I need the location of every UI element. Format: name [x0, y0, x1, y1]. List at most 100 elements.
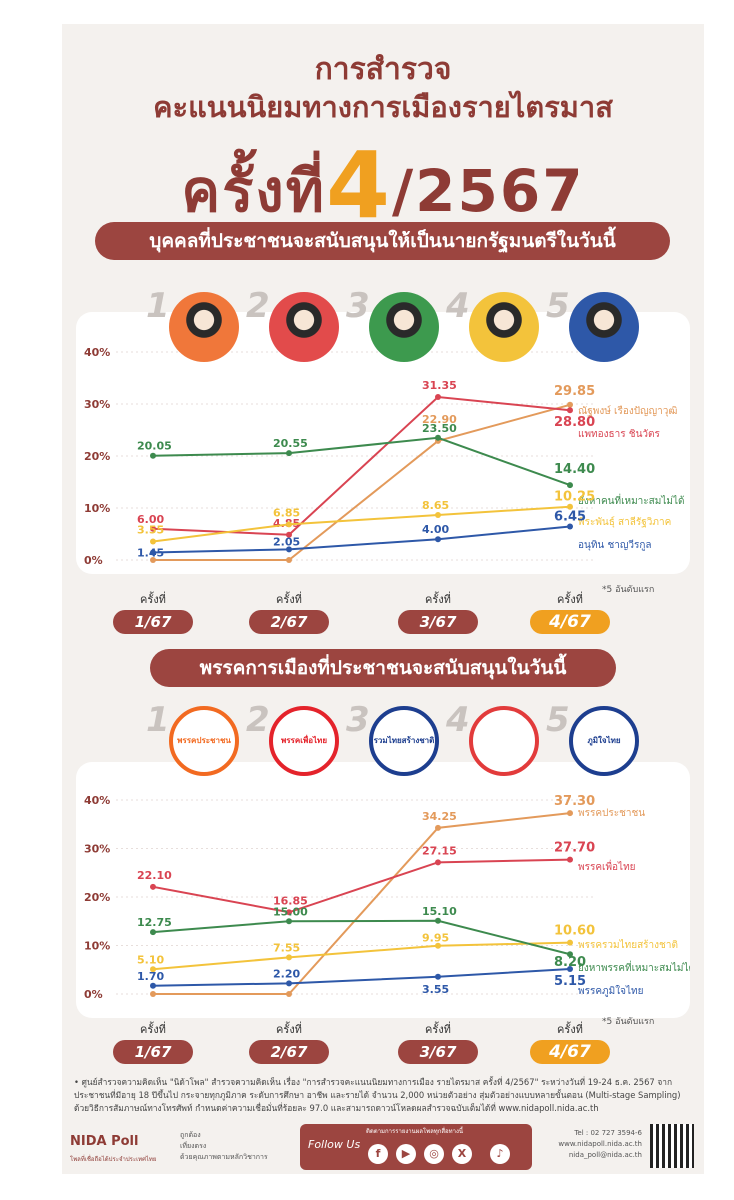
data-point: [150, 452, 156, 459]
party-logo: ภูมิใจไทย: [569, 706, 639, 776]
data-label: 6.85: [273, 506, 300, 519]
data-point: [435, 393, 441, 400]
round-label-pill: 4/67: [530, 610, 610, 634]
series-line: [152, 505, 571, 543]
y-tick-label: 30%: [84, 843, 110, 856]
round-suffix: /2567: [391, 157, 585, 225]
youtube-icon[interactable]: ▶: [396, 1144, 416, 1164]
data-label: 9.95: [422, 932, 449, 945]
data-label: 3.55: [422, 983, 449, 996]
data-point: [567, 810, 573, 817]
party-logo-label: รวมไทยสร้างชาติ: [373, 736, 435, 745]
round-label-prefix: ครั้งที่: [425, 1023, 451, 1036]
round-label-pill: 3/67: [398, 1040, 478, 1064]
qr-code: [650, 1124, 694, 1168]
data-point: [286, 546, 292, 553]
data-label: 5.10: [137, 953, 164, 966]
contact-info: Tel : 02 727 3594-6 www.nidapoll.nida.ac…: [558, 1129, 642, 1159]
data-label: 7.55: [273, 941, 300, 954]
rank-number: 4: [446, 286, 470, 326]
party-logo-label: ภูมิใจไทย: [587, 736, 621, 745]
data-point: [435, 512, 441, 519]
data-point: [286, 909, 292, 916]
data-label: 3.55: [137, 524, 164, 537]
legend-label: พรรคประชาชน: [578, 808, 645, 819]
pm-line-chart: 0% 10% 20% 30% 40% 22.90 29.85 ณัฐพงษ์ เรืองปัญ…: [84, 346, 685, 567]
candidate-avatar: [469, 292, 539, 362]
party-logo: [469, 706, 539, 776]
round-label-prefix: ครั้งที่: [557, 593, 583, 606]
round-label-prefix: ครั้งที่: [276, 593, 302, 606]
party-logo: พรรคเพื่อไทย: [269, 706, 339, 776]
rank-number: 3: [346, 700, 370, 740]
round-label: ครั้งที่ 2/67: [249, 590, 329, 634]
data-point: [150, 525, 156, 532]
rank-number: 5: [546, 700, 570, 740]
round-label: ครั้งที่ 4/67: [530, 1020, 610, 1064]
data-point: [286, 991, 292, 997]
legend-label: แพทองธาร ชินวัตร: [578, 429, 661, 440]
data-point: [150, 929, 156, 936]
data-label: 20.55: [273, 437, 308, 450]
poster: การสำรวจ คะแนนนิยมทางการเมืองรายไตรมาส ค…: [62, 24, 704, 1174]
data-point: [286, 954, 292, 961]
data-point: [286, 531, 292, 538]
data-point: [286, 980, 292, 987]
x-icon[interactable]: X: [452, 1144, 472, 1164]
data-point: [150, 549, 156, 556]
data-label: 6.00: [137, 513, 164, 526]
data-point: [150, 991, 156, 997]
title-line2: คะแนนนิยมทางการเมืองรายไตรมาส: [153, 90, 613, 124]
nida-tagline: โพลที่เชื่อถือได้ประจำประเทศไทย: [70, 1156, 157, 1163]
data-point: [150, 883, 156, 890]
data-label: 22.10: [137, 869, 172, 882]
party-logo-label: พรรคประชาชน: [177, 736, 231, 745]
data-point: [435, 973, 441, 980]
data-point: [567, 401, 573, 408]
y-tick-label: 20%: [84, 891, 110, 904]
series-line: [153, 812, 571, 995]
y-tick-label: 0%: [84, 554, 103, 567]
facebook-icon[interactable]: f: [368, 1144, 388, 1164]
candidate-avatar: [169, 292, 239, 362]
data-label: 1.45: [137, 546, 164, 559]
series-line: [152, 919, 571, 956]
party-logo: รวมไทยสร้างชาติ: [369, 706, 439, 776]
data-label: 8.65: [422, 499, 449, 512]
tiktok-icon[interactable]: ♪: [490, 1144, 510, 1164]
source-note: • ศูนย์สำรวจความคิดเห็น "นิด้าโพล" สำรวจ…: [74, 1077, 681, 1113]
rank-number: 2: [246, 700, 270, 740]
instagram-icon[interactable]: ◎: [424, 1144, 444, 1164]
legend-label: ณัฐพงษ์ เรืองปัญญาวุฒิ: [578, 405, 677, 417]
round-label-prefix: ครั้งที่: [557, 1023, 583, 1036]
round-label-prefix: ครั้งที่: [140, 1023, 166, 1036]
round-label-pill: 2/67: [249, 610, 329, 634]
data-point: [435, 536, 441, 543]
data-point: [286, 450, 292, 457]
legend-label: พรรคเพื่อไทย: [578, 859, 636, 873]
data-label: 28.80: [554, 415, 595, 430]
pm-banner: บุคคลที่ประชาชนจะสนับสนุนให้เป็นนายกรัฐม…: [95, 222, 670, 260]
party-banner: พรรคการเมืองที่ประชาชนจะสนับสนุนในวันนี้: [150, 649, 616, 687]
round-label-pill: 1/67: [113, 1040, 193, 1064]
footer-values: ถูกต้อง เที่ยงตรง ด้วยคุณภาพตามหลักวิชาก…: [180, 1131, 268, 1161]
round-prefix: ครั้งที่: [181, 157, 326, 225]
round-label-pill: 4/67: [530, 1040, 610, 1064]
candidate-avatar: [369, 292, 439, 362]
data-label: 23.50: [422, 422, 457, 435]
round-label-prefix: ครั้งที่: [140, 593, 166, 606]
data-point: [567, 951, 573, 958]
data-point: [567, 482, 573, 489]
series-line: [152, 525, 571, 554]
series-line: [152, 968, 571, 987]
round-label: ครั้งที่ 1/67: [113, 590, 193, 634]
data-label: 2.20: [273, 967, 300, 980]
data-label: 29.85: [554, 384, 595, 399]
data-label: 15.10: [422, 905, 457, 918]
round-label-prefix: ครั้งที่: [276, 1023, 302, 1036]
data-label: 10.60: [554, 924, 595, 939]
data-point: [150, 538, 156, 545]
data-label: 31.35: [422, 379, 457, 392]
data-point: [435, 917, 441, 924]
